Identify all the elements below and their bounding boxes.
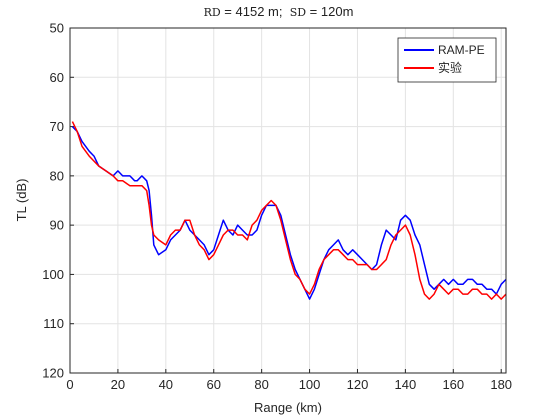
y-tick-label: 100 — [42, 267, 64, 282]
x-tick-label: 140 — [395, 377, 417, 392]
x-axis-label: Range (km) — [254, 400, 322, 415]
x-tick-label: 60 — [207, 377, 221, 392]
legend-label-experiment: 实验 — [438, 60, 462, 75]
ticks: 0 20 40 60 80 100 120 140 160 180 50 60 70 80 90 100 110… — [42, 21, 512, 393]
x-tick-label: 0 — [66, 377, 73, 392]
x-tick-label: 40 — [159, 377, 173, 392]
x-tick-label: 180 — [490, 377, 512, 392]
x-tick-label: 160 — [442, 377, 464, 392]
title-sd-label: SD — [289, 6, 307, 19]
y-tick-label: 90 — [50, 218, 64, 233]
legend-label-ram-pe: RAM-PE — [438, 43, 485, 57]
series-line-experiment — [71, 121, 507, 300]
title-sd-value: = 120m — [306, 4, 354, 19]
y-tick-label: 110 — [43, 316, 64, 331]
series-line-ram-pe — [71, 126, 507, 300]
y-tick-label: 80 — [50, 168, 64, 183]
chart-title: RD = 4152 m; SD = 120m — [0, 4, 557, 19]
x-tick-label: 100 — [299, 377, 321, 392]
legend-box — [397, 37, 497, 83]
x-tick-label: 20 — [111, 377, 125, 392]
grid — [69, 27, 506, 374]
y-tick-label: 120 — [42, 366, 64, 381]
title-rd-value: = 4152 m; — [220, 4, 290, 19]
series-lines — [71, 121, 507, 300]
y-axis-label: TL (dB) — [14, 179, 29, 222]
title-rd-label: RD — [203, 6, 221, 19]
plot-frame — [69, 27, 507, 374]
y-tick-label: 70 — [50, 119, 64, 134]
y-tick-label: 60 — [50, 70, 64, 85]
legend[interactable]: RAM-PE 实验 — [397, 37, 497, 83]
x-tick-label: 120 — [347, 377, 369, 392]
y-tick-label: 50 — [50, 21, 64, 36]
x-tick-label: 80 — [254, 377, 268, 392]
